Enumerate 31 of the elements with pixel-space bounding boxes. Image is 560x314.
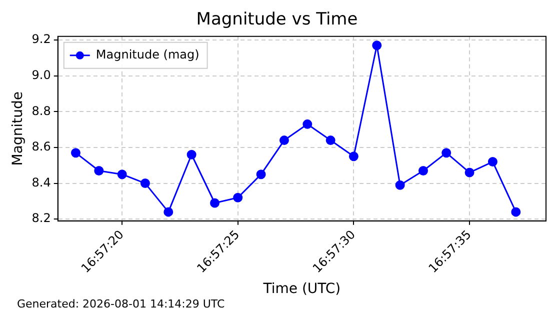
point <box>326 136 336 146</box>
point <box>94 166 104 176</box>
y-tick-label: 8.6 <box>32 140 51 154</box>
point <box>348 152 358 162</box>
point <box>186 150 196 160</box>
chart-title: Magnitude vs Time <box>196 10 358 30</box>
y-tick-label: 8.4 <box>32 175 51 190</box>
point <box>70 148 80 158</box>
y-tick-label: 8.8 <box>32 104 51 118</box>
point <box>140 178 150 188</box>
point <box>464 168 474 178</box>
x-axis-title: Time (UTC) <box>262 281 341 298</box>
legend-label: Magnitude (mag) <box>96 48 200 62</box>
point <box>233 192 243 202</box>
point <box>511 207 521 217</box>
point <box>256 170 266 180</box>
point <box>117 170 127 180</box>
y-tick-label: 9.0 <box>32 68 51 82</box>
point <box>488 157 498 167</box>
point <box>395 180 405 190</box>
point <box>372 40 382 50</box>
point <box>210 198 220 208</box>
point <box>279 136 289 146</box>
y-tick-label: 8.2 <box>32 211 51 226</box>
point <box>442 148 452 158</box>
point <box>164 207 174 217</box>
text: Generated: 2026-08-01 14:14:29 UTC <box>17 297 226 310</box>
point <box>418 166 428 176</box>
point <box>302 119 312 129</box>
y-axis-title: Magnitude <box>10 92 26 166</box>
y-tick-label: 9.2 <box>32 32 51 46</box>
